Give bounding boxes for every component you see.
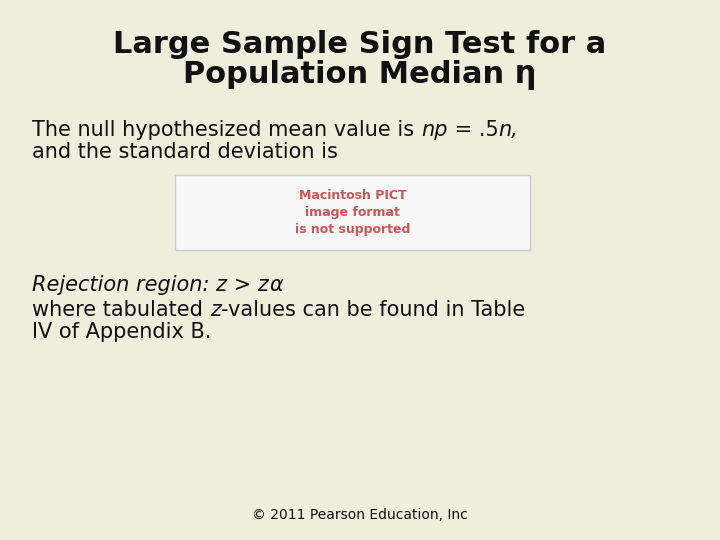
Text: © 2011 Pearson Education, Inc: © 2011 Pearson Education, Inc — [252, 508, 468, 522]
Text: Large Sample Sign Test for a: Large Sample Sign Test for a — [113, 30, 607, 59]
Text: α: α — [269, 275, 283, 295]
Text: -values can be found in Table: -values can be found in Table — [221, 300, 525, 320]
Text: and the standard deviation is: and the standard deviation is — [32, 142, 338, 162]
Text: = .5: = .5 — [448, 120, 498, 140]
Text: IV of Appendix B.: IV of Appendix B. — [32, 322, 212, 342]
Text: The null hypothesized mean value is: The null hypothesized mean value is — [32, 120, 421, 140]
Text: n,: n, — [498, 120, 518, 140]
FancyBboxPatch shape — [175, 175, 530, 250]
Text: Rejection region: z > z: Rejection region: z > z — [32, 275, 269, 295]
Text: np: np — [421, 120, 448, 140]
Text: where tabulated: where tabulated — [32, 300, 210, 320]
Text: Macintosh PICT
image format
is not supported: Macintosh PICT image format is not suppo… — [294, 189, 410, 236]
Text: z: z — [210, 300, 221, 320]
Text: Population Median η: Population Median η — [184, 60, 536, 90]
